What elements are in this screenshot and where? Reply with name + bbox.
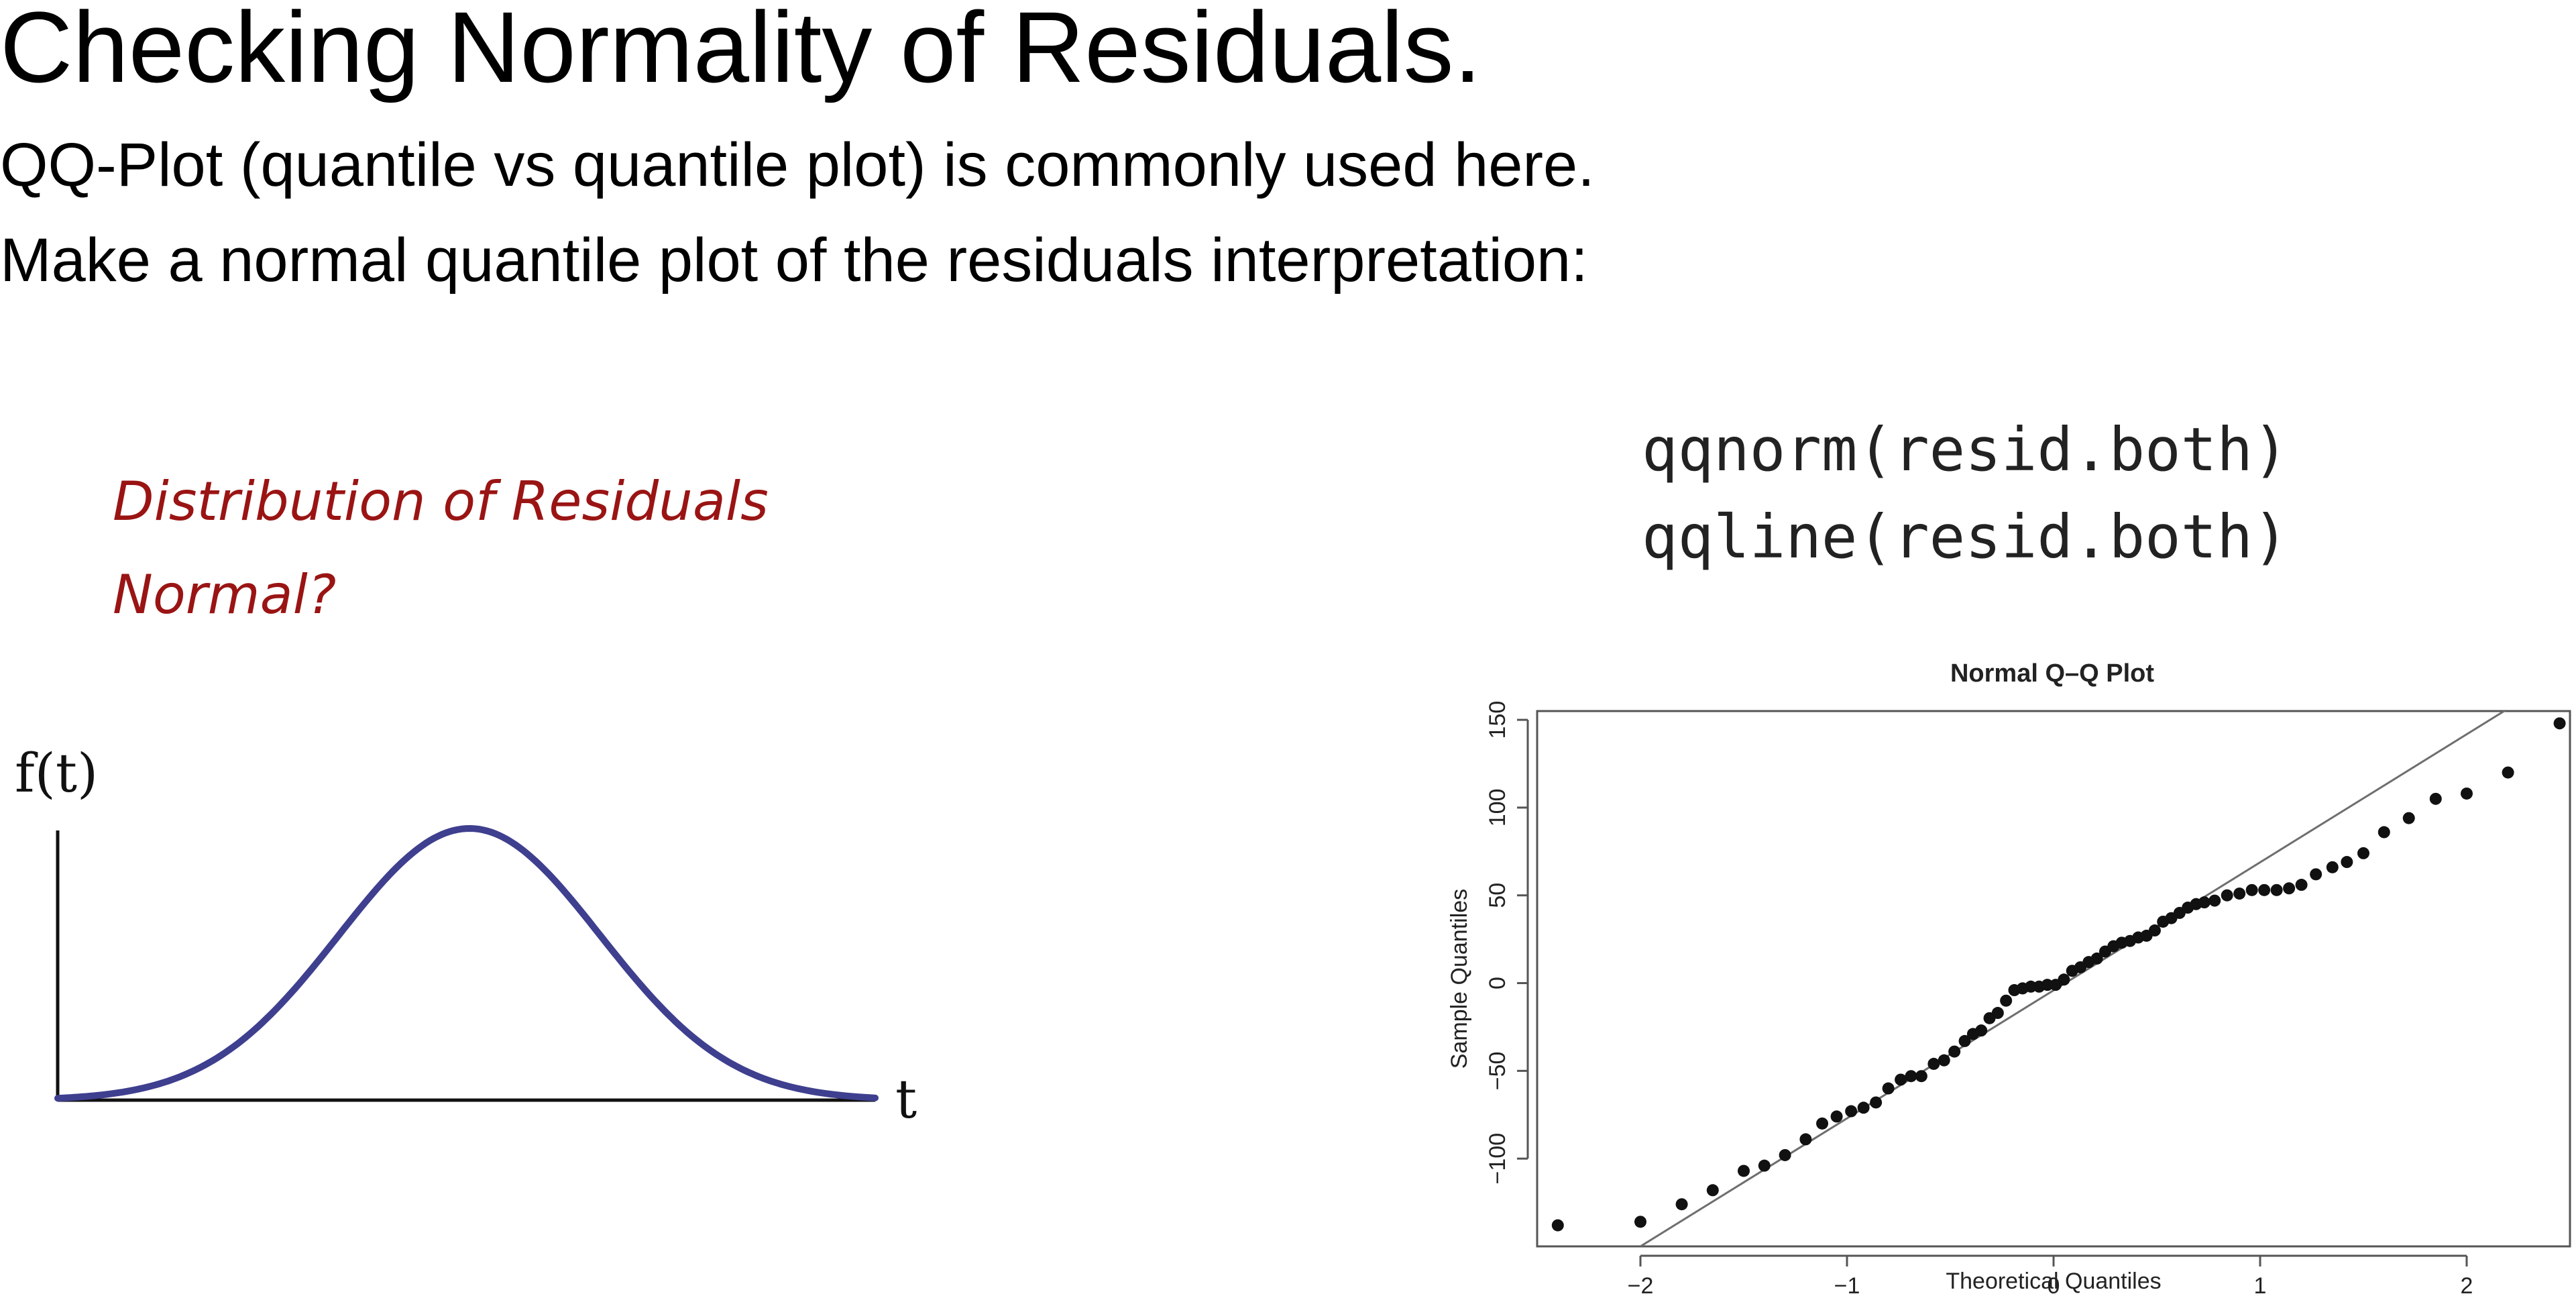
qq-point xyxy=(1895,1073,1907,1086)
qq-point xyxy=(2295,879,2308,892)
qq-point xyxy=(1905,1070,1917,1083)
qq-point xyxy=(2258,883,2271,896)
qq-y-tick-label: −50 xyxy=(1485,1052,1510,1091)
qq-point xyxy=(2461,787,2473,800)
qq-y-axis-label: Sample Quantiles xyxy=(1447,889,1472,1069)
qq-point xyxy=(1738,1165,1750,1177)
qq-point xyxy=(1938,1054,1950,1067)
qq-point xyxy=(2357,847,2369,859)
qq-point xyxy=(2198,896,2210,909)
qq-point xyxy=(1870,1096,1883,1109)
bell-x-label: t xyxy=(895,1068,917,1130)
qq-point xyxy=(1675,1198,1688,1211)
qq-point xyxy=(1948,1045,1961,1058)
qq-point xyxy=(2341,856,2353,869)
qq-point xyxy=(2090,952,2103,965)
qq-plot: Normal Q–Q Plot −2 −1 0 1 2−100−50050100150 … xyxy=(1447,659,2571,1294)
qq-x-tick-label: −1 xyxy=(1834,1273,1860,1294)
qq-point xyxy=(2148,924,2161,937)
qq-point xyxy=(1882,1082,1895,1095)
subtitle-line-2: Make a normal quantile plot of the resid… xyxy=(0,226,1588,294)
code-line-qqnorm: qqnorm(resid.both) xyxy=(1642,415,2289,484)
bell-curve xyxy=(54,824,879,1102)
qq-title: Normal Q–Q Plot xyxy=(1950,659,2154,688)
qq-point xyxy=(2000,994,2013,1007)
qq-point xyxy=(2233,887,2246,900)
qq-point xyxy=(2270,883,2283,896)
bell-y-label: f(t) xyxy=(15,742,98,804)
qq-point xyxy=(2402,812,2415,824)
qq-point xyxy=(2377,826,2390,839)
question-line-1: Distribution of Residuals xyxy=(113,470,769,533)
qq-point xyxy=(1816,1117,1829,1130)
qq-point xyxy=(1927,1057,1940,1070)
subtitle-line-1: QQ-Plot (quantile vs quantile plot) is c… xyxy=(0,131,1595,199)
qq-point xyxy=(2502,766,2514,779)
qq-y-tick-label: 100 xyxy=(1485,789,1510,827)
qq-point xyxy=(1799,1133,1812,1146)
qq-point xyxy=(2221,889,2233,902)
qq-y-tick-label: 150 xyxy=(1485,701,1510,739)
qq-point xyxy=(1551,1219,1564,1232)
qq-point xyxy=(1779,1148,1791,1161)
qq-y-tick-label: 0 xyxy=(1485,977,1510,989)
qq-point xyxy=(1706,1184,1719,1197)
qq-point xyxy=(2208,894,2221,907)
qq-point xyxy=(2283,882,2296,895)
qq-point xyxy=(2553,717,2566,730)
slide-title: Checking Normality of Residuals. xyxy=(0,0,1482,103)
qq-point xyxy=(2245,883,2258,896)
qq-y-tick-label: 50 xyxy=(1485,883,1510,908)
qq-point xyxy=(1830,1110,1843,1123)
qq-x-tick-label: −2 xyxy=(1628,1273,1654,1294)
qq-x-axis-label: Theoretical Quantiles xyxy=(1946,1269,2161,1294)
qq-x-tick-label: 0 xyxy=(2048,1273,2060,1294)
qq-point xyxy=(2326,861,2339,873)
qq-point xyxy=(1845,1105,1858,1118)
qq-point xyxy=(1915,1070,1927,1083)
bell-curve-figure: f(t) t xyxy=(15,742,917,1130)
qq-point xyxy=(2025,980,2037,993)
qq-reference-line xyxy=(1640,711,2506,1246)
qq-y-tick-label: −100 xyxy=(1485,1133,1510,1185)
qq-point xyxy=(2041,979,2054,991)
qq-point xyxy=(1758,1159,1771,1172)
qq-point xyxy=(1857,1101,1870,1114)
qq-point xyxy=(1958,1034,1971,1047)
qq-x-tick-label: 1 xyxy=(2254,1273,2267,1294)
qq-point xyxy=(1991,1007,2004,1020)
question-line-2: Normal? xyxy=(113,563,337,626)
code-line-qqline: qqline(resid.both) xyxy=(1642,502,2289,572)
qq-point xyxy=(2310,868,2322,881)
qq-point xyxy=(2429,792,2442,805)
qq-x-tick-label: 2 xyxy=(2461,1273,2473,1294)
qq-plot-frame xyxy=(1536,710,2571,1248)
qq-point xyxy=(1634,1216,1646,1228)
qq-point xyxy=(2058,973,2070,986)
qq-point xyxy=(1975,1024,1988,1037)
